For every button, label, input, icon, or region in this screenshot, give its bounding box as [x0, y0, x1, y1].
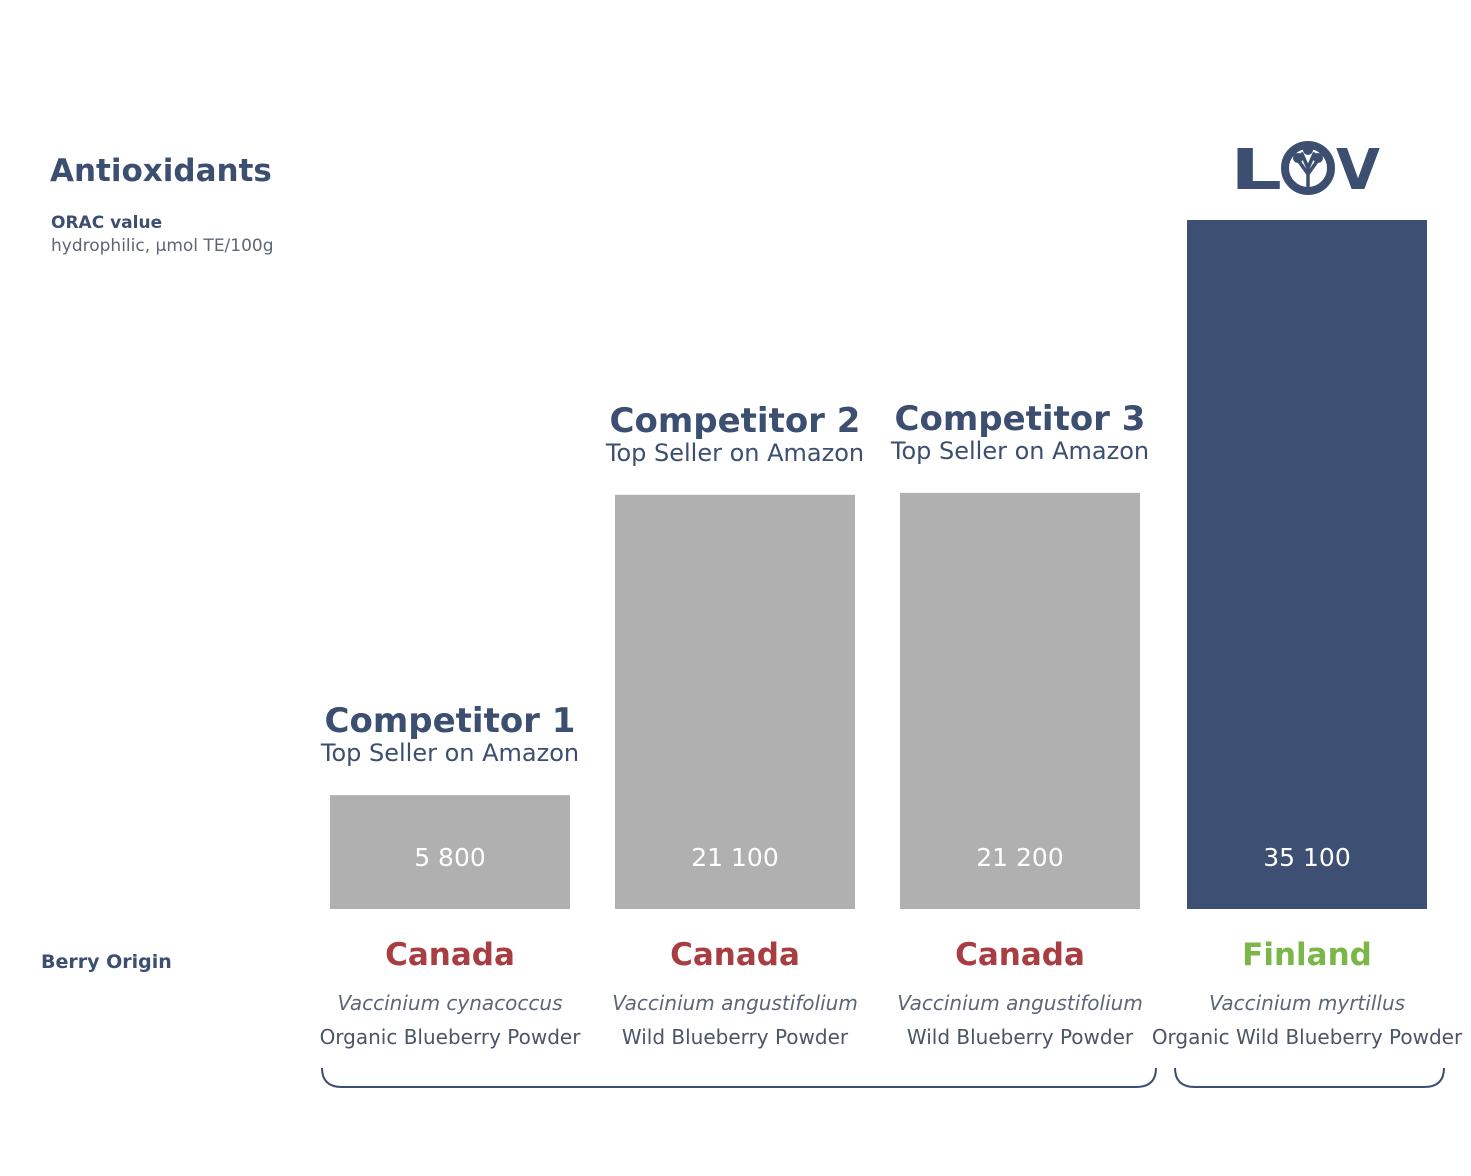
- chart-title: Antioxidants: [50, 153, 272, 189]
- bar-4-species: Vaccinium myrtillus: [1209, 991, 1405, 1015]
- bar-3-name: Competitor 3: [895, 399, 1146, 439]
- bar-4-country: Finland: [1242, 937, 1372, 973]
- y-axis-unit: hydrophilic, µmol TE/100g: [51, 236, 274, 256]
- bar-3: [900, 492, 1140, 909]
- bar-2: [615, 494, 855, 909]
- bar-2-species: Vaccinium angustifolium: [612, 991, 858, 1015]
- tree-icon: [1281, 141, 1335, 195]
- bar-2-tagline: Top Seller on Amazon: [605, 439, 864, 467]
- loov-logo: L V: [1230, 138, 1381, 203]
- bar-3-species: Vaccinium angustifolium: [897, 991, 1143, 1015]
- bar-3-country: Canada: [955, 937, 1085, 973]
- bar-2-name: Competitor 2: [610, 401, 861, 441]
- loov-brace: [1174, 1067, 1445, 1088]
- bar-2-value-label: 21 100: [691, 843, 778, 872]
- logo-letter-v: V: [1336, 138, 1381, 203]
- bar-1-tagline: Top Seller on Amazon: [320, 739, 579, 767]
- bar-2-product: Wild Blueberry Powder: [622, 1025, 849, 1049]
- bar-4-value-label: 35 100: [1263, 843, 1350, 872]
- berry-origin-label: Berry Origin: [41, 951, 172, 973]
- bar-4: [1187, 220, 1427, 909]
- bar-4-product: Organic Wild Blueberry Powder: [1152, 1025, 1463, 1049]
- y-axis-label: ORAC value: [51, 213, 162, 233]
- bar-1: [330, 795, 570, 909]
- bar-2-country: Canada: [670, 937, 800, 973]
- bar-1-country: Canada: [385, 937, 515, 973]
- logo-letter-l: L: [1230, 138, 1282, 203]
- bar-1-name: Competitor 1: [325, 701, 576, 741]
- bar-1-value-label: 5 800: [414, 843, 486, 872]
- bar-1-species: Vaccinium cynacoccus: [337, 991, 562, 1015]
- bar-3-product: Wild Blueberry Powder: [907, 1025, 1134, 1049]
- bar-1-product: Organic Blueberry Powder: [320, 1025, 582, 1049]
- bar-3-tagline: Top Seller on Amazon: [890, 437, 1149, 465]
- competitors-brace: [321, 1067, 1157, 1088]
- bar-3-value-label: 21 200: [976, 843, 1063, 872]
